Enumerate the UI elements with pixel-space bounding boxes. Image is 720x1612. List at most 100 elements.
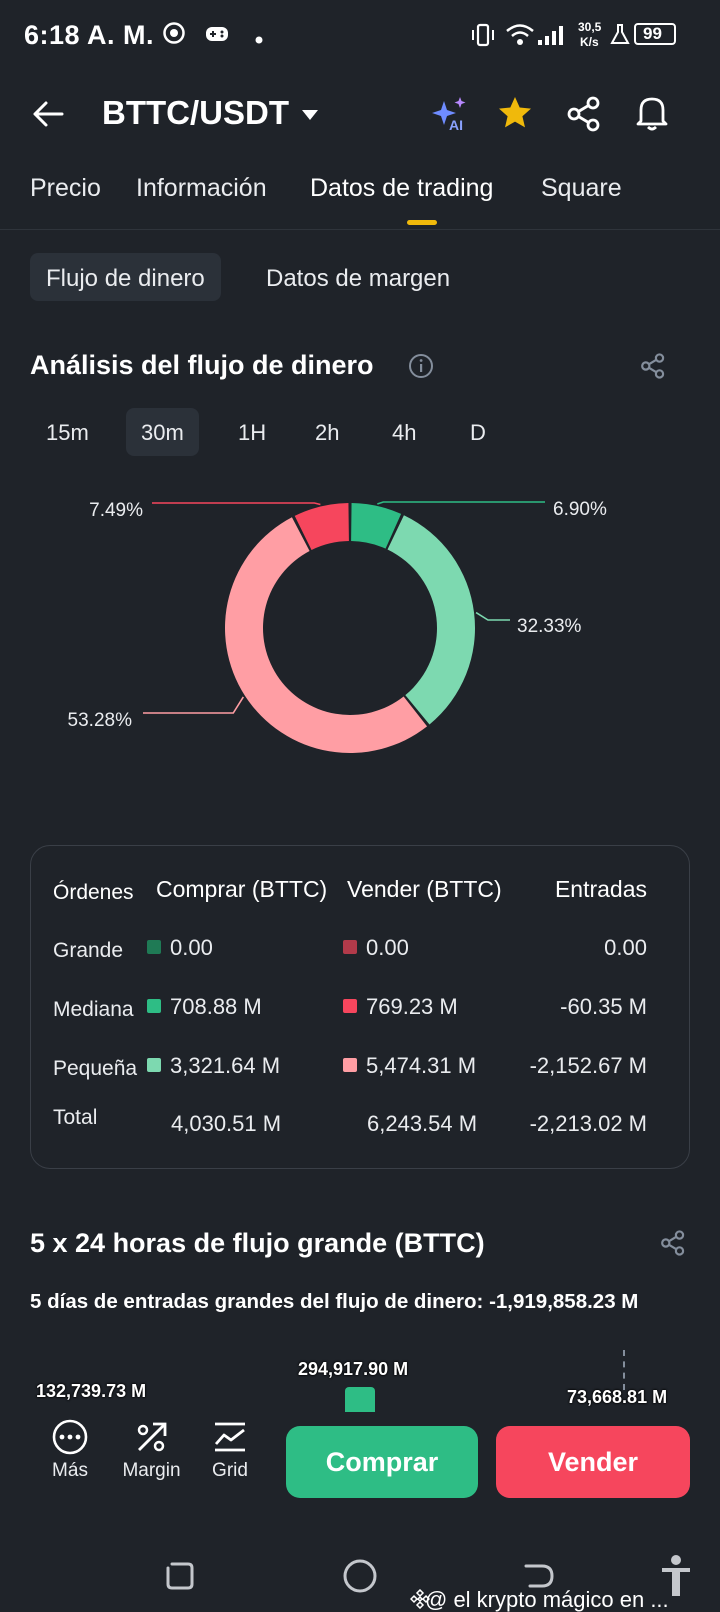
row-mediana-buy: 708.88 M [147,994,262,1020]
row-pequena-sell-value: 5,474.31 M [366,1053,477,1078]
donut-leader-4 [152,502,321,506]
col-header-comprar: Comprar (BTTC) [156,876,328,902]
interval-30m[interactable]: 30m [126,408,199,456]
sell-large-swatch [343,940,357,954]
bell-icon[interactable] [634,94,670,137]
watermark-text: @ el krypto mágico en ... [425,1587,669,1612]
row-total-sell: 6,243.54 M [367,1111,478,1136]
tab-precio[interactable]: Precio [30,174,101,202]
row-label-total: Total [53,1106,98,1129]
bar-label-1: 132,739.73 M [36,1381,147,1401]
net-speed-value: 30,5 [578,20,602,34]
row-label-mediana: Mediana [53,998,134,1021]
donut-leader-3 [143,696,245,714]
margin-button[interactable]: Margin [114,1412,189,1482]
share-icon[interactable] [566,96,602,137]
orders-table-card: Órdenes Comprar (BTTC) Vender (BTTC) Ent… [30,845,690,1169]
donut-leader-1 [377,501,545,505]
money-flow-donut-chart: 6.90% 32.33% 53.28% 7.49% [68,499,607,753]
gamepad-icon [205,26,229,47]
info-icon[interactable] [408,353,434,384]
donut-label-3: 53.28% [68,710,133,731]
recents-icon[interactable] [164,1560,196,1597]
col-header-entradas: Entradas [554,876,647,902]
more-label: Más [52,1460,88,1481]
row-grande-inflow: 0.00 [604,935,647,960]
donut-leader-2 [475,611,510,621]
back-nav-icon[interactable] [522,1560,556,1597]
money-flow-share-icon[interactable] [640,353,666,384]
grid-label: Grid [212,1460,248,1481]
active-tab-indicator [407,220,437,225]
buy-medium-swatch [147,999,161,1013]
col-header-vender: Vender (BTTC) [347,876,502,902]
main-tabs: Precio Información Datos de trading Squa… [0,160,720,230]
row-mediana-sell-value: 769.23 M [366,994,458,1019]
row-label-grande: Grande [53,939,124,962]
subtab-flujo-de-dinero[interactable]: Flujo de dinero [30,253,221,301]
row-grande-sell-value: 0.00 [366,935,409,960]
donut-label-2: 32.33% [517,616,582,637]
interval-2h[interactable]: 2h [315,420,340,445]
tab-informacion[interactable]: Información [136,174,267,202]
row-pequena-buy-value: 3,321.64 M [170,1053,281,1078]
back-arrow-icon[interactable] [32,100,64,133]
signal-icon [537,24,567,51]
tab-datos-de-trading[interactable]: Datos de trading [310,174,494,202]
large-flow-summary: 5 días de entradas grandes del flujo de … [30,1290,639,1313]
large-flow-share-icon[interactable] [660,1230,686,1261]
pair-title[interactable]: BTTC/USDT [102,94,289,131]
grid-icon [214,1422,245,1452]
interval-4h[interactable]: 4h [392,420,417,445]
status-bar: 6:18 A. M. 30,5 K/s 99 [0,0,720,72]
donut-label-1: 6.90% [553,499,607,520]
app-header: BTTC/USDT AI [0,80,720,150]
vibrate-icon [470,22,496,53]
flask-icon [610,23,630,50]
binance-logo-icon [409,1588,431,1612]
row-mediana-buy-value: 708.88 M [170,994,262,1019]
grid-button[interactable]: Grid [195,1412,265,1482]
ai-sparkle-icon[interactable] [430,95,470,140]
notification-dot-icon [255,31,263,49]
more-icon [52,1419,88,1455]
money-flow-title: Análisis del flujo de dinero [30,350,374,380]
sell-small-swatch [343,1058,357,1072]
chrome-icon [163,22,185,49]
chevron-down-icon[interactable] [300,108,320,127]
accessibility-icon[interactable] [660,1554,692,1603]
row-mediana-inflow: -60.35 M [560,994,647,1019]
col-header-ordenes: Órdenes [53,881,134,904]
star-icon[interactable] [497,95,533,136]
sell-button[interactable]: Vender [496,1426,690,1498]
battery-icon [634,23,676,45]
bottom-action-bar: Más Margin Grid Comprar Vender [0,1412,720,1504]
interval-1h[interactable]: 1H [238,420,267,445]
row-grande-sell: 0.00 [343,935,409,961]
status-time: 6:18 A. M. [24,20,155,50]
buy-large-swatch [147,940,161,954]
donut-slice-3 [225,517,428,753]
net-speed-unit: K/s [580,35,599,49]
subtab-datos-de-margen[interactable]: Datos de margen [266,265,451,292]
buy-button[interactable]: Comprar [286,1426,478,1498]
interval-d[interactable]: D [470,420,486,445]
interval-15m[interactable]: 15m [46,420,89,445]
row-total-buy: 4,030.51 M [171,1111,282,1136]
wifi-icon [505,22,535,53]
buy-small-swatch [147,1058,161,1072]
donut-slice-4 [294,503,349,550]
bar-label-3: 73,668.81 M [567,1387,668,1407]
battery-level: 99 [643,24,662,43]
row-pequena-sell: 5,474.31 M [343,1053,476,1079]
home-icon[interactable] [342,1558,378,1599]
row-grande-buy-value: 0.00 [170,935,213,960]
row-grande-buy: 0.00 [147,935,213,961]
donut-label-4: 7.49% [89,500,143,521]
tab-square[interactable]: Square [541,174,622,202]
more-button[interactable]: Más [35,1412,105,1482]
crosshair-line [623,1350,625,1390]
large-flow-title: 5 x 24 horas de flujo grande (BTTC) [30,1228,485,1258]
ai-badge-label: AI [449,117,463,133]
margin-label: Margin [122,1460,181,1481]
